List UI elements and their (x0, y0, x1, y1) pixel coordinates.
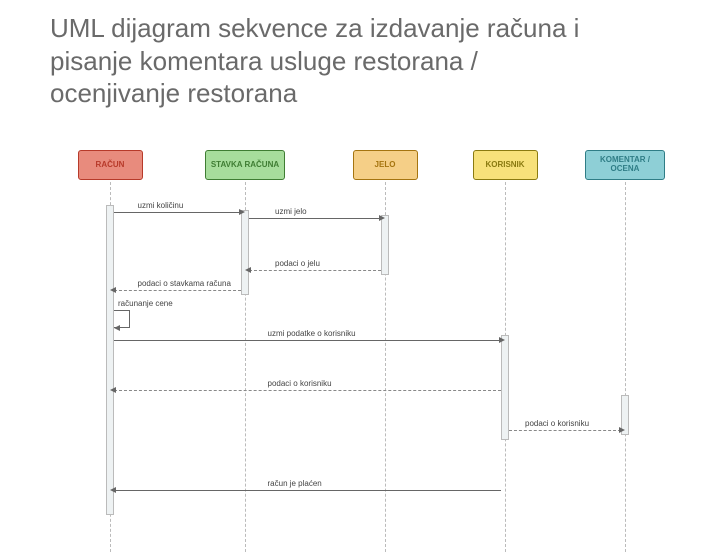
message-label: računanje cene (118, 299, 173, 308)
activation-stavka (241, 210, 249, 295)
message-arrow-1 (249, 218, 381, 219)
message-arrow-0 (114, 212, 241, 213)
arrow-head-icon (110, 387, 116, 393)
activation-jelo (381, 215, 389, 275)
message-arrow-2 (249, 270, 381, 271)
lifeline-box-korisnik: KORISNIK (473, 150, 538, 180)
arrow-head-icon (239, 209, 245, 215)
message-arrow-3 (114, 290, 241, 291)
sequence-diagram: RAČUN STAVKA RAČUNA JELO KORISNIK KOMENTAR /… (50, 150, 690, 530)
message-label: podaci o korisniku (268, 379, 332, 388)
page-title: UML dijagram sekvence za izdavanje račun… (50, 12, 610, 110)
arrow-head-icon (499, 337, 505, 343)
arrow-head-icon (379, 215, 385, 221)
message-label: uzmi podatke o korisniku (268, 329, 356, 338)
message-label: uzmi količinu (138, 201, 184, 210)
lifeline-box-jelo: JELO (353, 150, 418, 180)
lifeline-box-racun: RAČUN (78, 150, 143, 180)
arrow-head-icon (110, 487, 116, 493)
arrow-head-icon (245, 267, 251, 273)
message-label: uzmi jelo (275, 207, 307, 216)
lifeline-komentar (625, 182, 626, 552)
message-arrow-5 (114, 340, 501, 341)
message-arrow-7 (509, 430, 621, 431)
lifeline-box-komentar: KOMENTAR / OCENA (585, 150, 665, 180)
activation-racun (106, 205, 114, 515)
arrow-head-icon (619, 427, 625, 433)
message-label: podaci o jelu (275, 259, 320, 268)
message-label: podaci o stavkama računa (138, 279, 231, 288)
message-arrow-8 (114, 490, 501, 491)
arrow-head-icon (110, 287, 116, 293)
lifeline-box-stavka: STAVKA RAČUNA (205, 150, 285, 180)
activation-korisnik (501, 335, 509, 440)
message-label: podaci o korisniku (525, 419, 589, 428)
message-arrow-6 (114, 390, 501, 391)
message-label: račun je plaćen (268, 479, 322, 488)
